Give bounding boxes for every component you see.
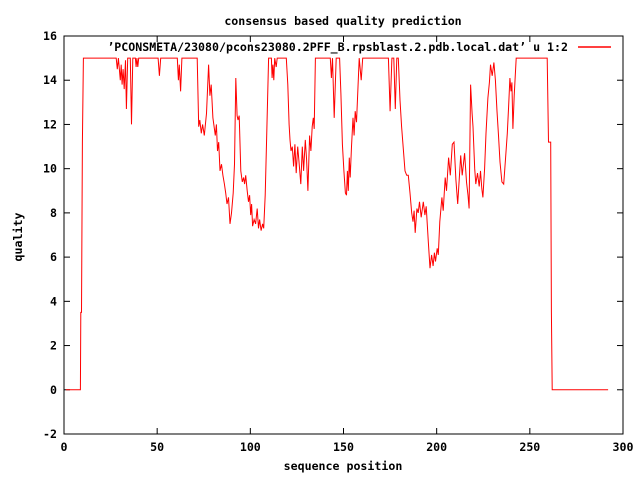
y-tick-label: 4 xyxy=(50,294,57,308)
y-tick-label: 0 xyxy=(50,383,57,397)
x-tick-label: 250 xyxy=(519,440,540,454)
y-tick-label: 10 xyxy=(43,162,57,176)
x-tick-label: 50 xyxy=(150,440,164,454)
x-tick-label: 200 xyxy=(426,440,447,454)
x-tick-label: 100 xyxy=(240,440,261,454)
x-axis-label: sequence position xyxy=(284,459,403,473)
legend-label: ’PCONSMETA/23080/pcons23080.2PFF_B.rpsbl… xyxy=(107,40,568,55)
quality-curve xyxy=(65,57,609,391)
plot-area: 0 50 100 150 200 250 300 -2 0 2 4 6 8 10 12 14 16 xyxy=(43,29,633,454)
y-tick-label: 2 xyxy=(50,339,57,353)
y-tick-label: 12 xyxy=(43,117,57,131)
x-tick-label: 150 xyxy=(333,440,354,454)
y-tick-label: -2 xyxy=(43,427,57,441)
plot-border xyxy=(63,35,624,435)
y-tick-label: 8 xyxy=(50,206,57,220)
x-tick-label: 300 xyxy=(613,440,634,454)
legend: ’PCONSMETA/23080/pcons23080.2PFF_B.rpsbl… xyxy=(107,40,611,55)
y-tick-label: 6 xyxy=(50,250,57,264)
chart-title: consensus based quality prediction xyxy=(224,14,461,28)
y-tick-label: 16 xyxy=(43,29,57,43)
y-axis-label: quality xyxy=(11,213,25,262)
y-tick-label: 14 xyxy=(43,73,57,87)
x-tick-label: 0 xyxy=(61,440,68,454)
